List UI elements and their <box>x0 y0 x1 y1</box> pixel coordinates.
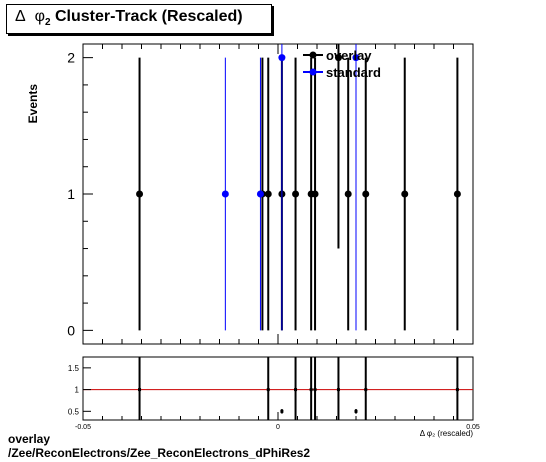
ratio-y-tick-label: 1.5 <box>68 364 80 373</box>
ratio-point <box>280 409 284 413</box>
title-delta: Δ <box>15 8 26 25</box>
standard-point <box>352 54 360 62</box>
title-text: Cluster-Track (Rescaled) <box>54 8 243 25</box>
y-tick-label: 2 <box>67 50 75 66</box>
standard-point <box>256 190 264 198</box>
overlay-point <box>311 190 319 198</box>
title-subscript: 2 <box>44 17 51 29</box>
y-tick-label: 1 <box>67 186 75 202</box>
ratio-point <box>455 388 459 392</box>
x-axis-label: Δ φ₂ (rescaled) <box>420 429 474 438</box>
chart-title-box: Δ φ2 Cluster-Track (Rescaled) <box>6 4 272 34</box>
ratio-x-tick-label: -0.05 <box>75 424 91 431</box>
chart-title: Δ φ2 Cluster-Track (Rescaled) <box>15 8 243 28</box>
footer-line-2: /Zee/ReconElectrons/Zee_ReconElectrons_d… <box>8 446 311 460</box>
overlay-point <box>264 190 272 198</box>
overlay-point <box>334 54 342 62</box>
ratio-plot-frame <box>82 356 474 421</box>
ratio-point <box>364 388 368 392</box>
overlay-point <box>401 190 409 198</box>
footer-line-1: overlay <box>8 432 51 446</box>
legend-marker-overlay <box>309 51 317 59</box>
overlay-point <box>362 190 370 198</box>
legend-marker-standard <box>309 68 317 76</box>
ratio-point <box>336 388 340 392</box>
legend-label-standard: standard <box>326 65 381 80</box>
ratio-point <box>309 388 313 392</box>
standard-point <box>221 190 229 198</box>
overlay-point <box>136 190 144 198</box>
ratio-x-tick-label: 0.05 <box>466 424 480 431</box>
ratio-point <box>138 388 142 392</box>
ratio-point <box>294 388 298 392</box>
ratio-x-tick-label: 0 <box>276 424 280 431</box>
legend-label-overlay: overlay <box>326 48 372 63</box>
y-axis-label: Events <box>26 84 40 124</box>
standard-point <box>278 54 286 62</box>
ratio-point <box>354 409 358 413</box>
title-phi: φ <box>34 8 45 25</box>
y-tick-label: 0 <box>67 322 75 338</box>
overlay-point <box>344 190 352 198</box>
ratio-point <box>266 388 270 392</box>
ratio-y-tick-label: 1 <box>75 386 80 395</box>
ratio-y-tick-label: 0.5 <box>68 407 80 416</box>
overlay-point <box>292 190 300 198</box>
overlay-point <box>453 190 461 198</box>
ratio-point <box>313 388 317 392</box>
